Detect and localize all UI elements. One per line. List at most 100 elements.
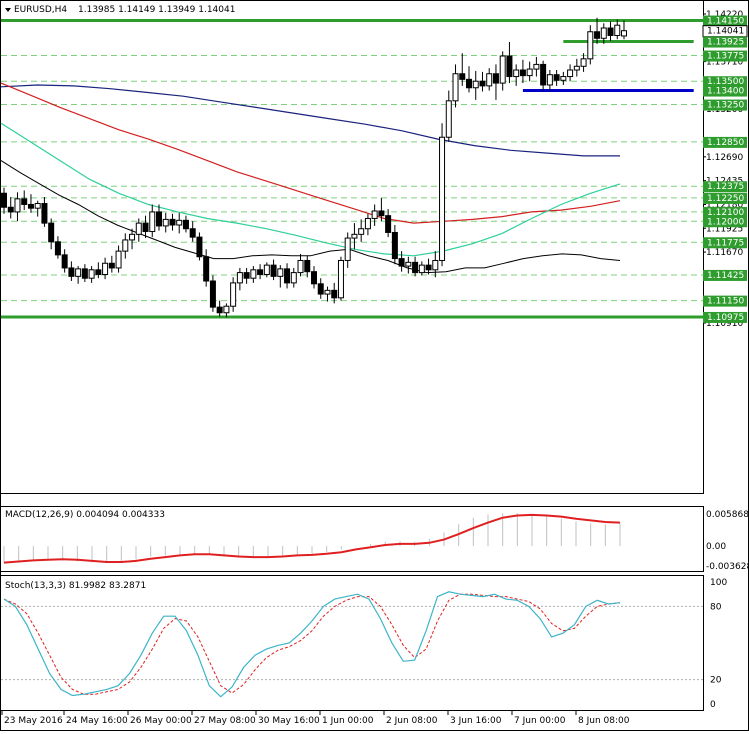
candle-bull [297, 259, 304, 274]
candle-bear [1, 192, 7, 208]
candle-bear [209, 280, 216, 308]
candle-bear [492, 73, 499, 84]
macd-signal-line [3, 513, 621, 564]
candle-bull [526, 68, 533, 77]
stoch-tick-label: 80 [710, 602, 722, 612]
price-label-box [703, 85, 747, 97]
price-label: 1.12375 [707, 182, 744, 192]
macd-tick-label: 0.00 [706, 542, 726, 552]
price-label: 1.12000 [707, 217, 744, 227]
price-label: 1.14041 [707, 27, 744, 37]
candle-bear [68, 267, 75, 277]
macd-tick-label: -0.003628 [706, 562, 749, 572]
candle-bear [7, 206, 14, 213]
ohlc-readout: 1.13985 1.14149 1.13949 1.14041 [78, 5, 235, 15]
candle-bull [358, 228, 365, 235]
price-label-box [703, 50, 747, 62]
time-axis: 23 May 2016 24 May 16:00 26 May 00:00 27 Ma… [1, 711, 630, 726]
price-label-box [703, 36, 747, 48]
candle-bull [149, 211, 156, 233]
candle-bear [385, 215, 392, 233]
candle-bull [486, 73, 493, 87]
price-label: 1.11775 [707, 238, 744, 248]
time-tick-label: 23 May 2016 [4, 716, 63, 726]
candle-bull [122, 239, 129, 252]
candle-bear [270, 264, 277, 277]
candle-bear [378, 210, 385, 217]
candle-bear [459, 73, 466, 80]
candle-bear [466, 78, 472, 89]
price-label-box [703, 269, 747, 281]
candle-bull [176, 219, 183, 226]
price-label-box [703, 136, 747, 148]
candle-bull [337, 259, 344, 299]
candle-bear [425, 264, 432, 271]
time-tick-label: 2 Jun 08:00 [386, 716, 438, 726]
time-tick-label: 7 Jun 00:00 [514, 716, 566, 726]
stoch-tick-label: 20 [710, 676, 722, 686]
candle-bull [614, 24, 621, 36]
symbol-dropdown-icon[interactable] [5, 8, 11, 12]
candle-bull [277, 268, 284, 277]
candle-bull [135, 222, 142, 235]
candle-bull [587, 31, 594, 60]
price-axis: 1.142201.137101.132001.126901.124351.121… [702, 10, 748, 329]
candle-bear [216, 306, 223, 314]
time-tick-label: 3 Jun 16:00 [450, 716, 502, 726]
candle-bull [546, 74, 553, 86]
stoch-main-line [3, 591, 621, 698]
stoch-tick-label: 100 [710, 578, 727, 588]
candle-bull [600, 27, 607, 39]
price-label-box [703, 237, 747, 249]
price-tick-label: 1.11925 [706, 224, 743, 234]
candle-bull [439, 136, 446, 261]
candle-bull [344, 237, 351, 261]
candle-bear [48, 222, 55, 243]
price-pane-frame [0, 0, 704, 494]
candle-bear [27, 203, 34, 209]
price-label: 1.12100 [707, 208, 744, 218]
candle-bear [169, 218, 176, 226]
price-label: 1.13250 [707, 101, 744, 111]
candle-bull [236, 272, 243, 284]
price-label-box [703, 216, 747, 228]
ma-slow-line [0, 82, 621, 224]
price-label: 1.12250 [707, 194, 744, 204]
candle-bull [405, 261, 412, 267]
price-label-box [703, 295, 747, 307]
time-tick-label: 26 May 00:00 [130, 716, 192, 726]
candle-bear [41, 203, 48, 224]
candle-bull [250, 269, 257, 279]
candle-bear [311, 271, 317, 285]
candle-bull [621, 30, 627, 37]
stoch-tick-label: 0 [710, 700, 716, 710]
candle-bull [351, 233, 358, 239]
candle-bear [391, 231, 398, 260]
candle-bear [479, 80, 486, 87]
candle-bear [61, 254, 68, 269]
candle-bear [243, 272, 250, 279]
time-tick-label: 24 May 16:00 [66, 716, 128, 726]
candle-bull [573, 65, 580, 71]
candle-bull [34, 203, 41, 209]
stoch-pane: 100 80 20 0 [1, 578, 727, 710]
candle-bear [506, 55, 513, 78]
candle-bear [21, 198, 28, 205]
candle-bull [364, 217, 371, 230]
moving-averages [0, 82, 621, 274]
price-label-box [703, 99, 747, 111]
candle-bear [607, 27, 614, 36]
candle-bear [304, 259, 311, 273]
price-label: 1.12850 [707, 138, 744, 148]
candle-bull [560, 76, 567, 81]
candle-bear [412, 261, 419, 274]
stoch-signal-line [3, 593, 621, 695]
ma-fast-line [0, 160, 621, 274]
price-label-box [703, 15, 747, 27]
candle-bull [75, 268, 82, 277]
candle-bull [115, 250, 122, 269]
candle-bull [499, 55, 506, 84]
candle-bull [162, 218, 169, 227]
